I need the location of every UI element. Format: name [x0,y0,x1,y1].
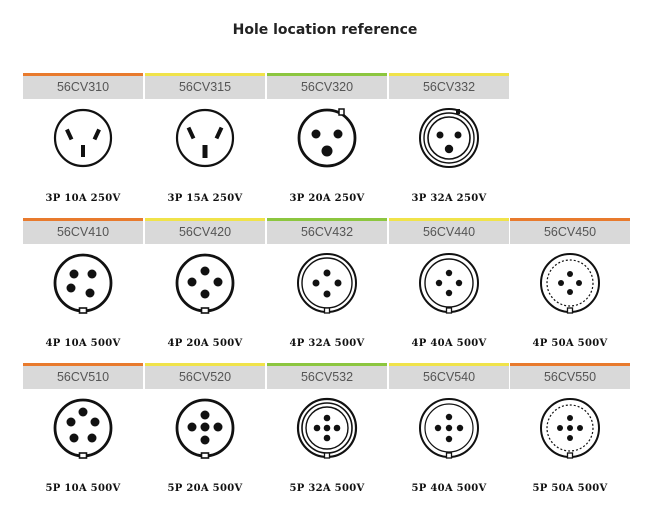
model-header: 56CV540 [389,363,509,389]
connector-card: 56CV450 4P 50A 500V [510,218,630,364]
4p-socket-icon [172,250,238,316]
model-header: 56CV420 [145,218,265,244]
connector-card: 56CV440 4P 40A 500V [389,218,509,364]
model-header: 56CV320 [267,73,387,99]
spec-label: 5P 20A 500V [167,483,243,494]
connector-card: 56CV510 5P 10A 500V [23,363,143,509]
spec-label: 3P 10A 250V [45,193,121,204]
5p-ringed-socket-icon [416,395,482,461]
spec-label: 5P 32A 500V [289,483,365,494]
connector-card: 56CV410 4P 10A 500V [23,218,143,364]
connector-card: 56CV532 5P 32A 500V [267,363,387,509]
4p-socket-icon [50,250,116,316]
5p-socket-icon [50,395,116,461]
spec-label: 3P 32A 250V [411,193,487,204]
model-header: 56CV450 [510,218,630,244]
model-header: 56CV410 [23,218,143,244]
4p-ringed-socket-icon [294,250,360,316]
5p-ringed-socket-icon [294,395,360,461]
connector-card: 56CV432 4P 32A 500V [267,218,387,364]
model-header: 56CV550 [510,363,630,389]
3p-flat-blades-socket-icon [50,105,116,171]
5p-ringed-socket-icon [537,395,603,461]
4p-ringed-socket-icon [416,250,482,316]
connector-card: 56CV320 3P 20A 250V [267,73,387,219]
3p-ringed-socket-icon [416,105,482,171]
connector-card: 56CV332 3P 32A 250V [389,73,509,219]
model-header: 56CV510 [23,363,143,389]
connector-card: 56CV310 3P 10A 250V [23,73,143,219]
spec-label: 5P 40A 500V [411,483,487,494]
model-header: 56CV310 [23,73,143,99]
spec-label: 4P 20A 500V [167,338,243,349]
model-header: 56CV332 [389,73,509,99]
spec-label: 4P 50A 500V [532,338,608,349]
model-header: 56CV315 [145,73,265,99]
spec-label: 5P 10A 500V [45,483,121,494]
spec-label: 4P 10A 500V [45,338,121,349]
3p-flat-blades-socket-icon [172,105,238,171]
4p-ringed-socket-icon [537,250,603,316]
connector-card: 56CV315 3P 15A 250V [145,73,265,219]
spec-label: 4P 40A 500V [411,338,487,349]
model-header: 56CV532 [267,363,387,389]
connector-card: 56CV550 5P 50A 500V [510,363,630,509]
5p-socket-icon [172,395,238,461]
spec-label: 5P 50A 500V [532,483,608,494]
connector-card: 56CV540 5P 40A 500V [389,363,509,509]
page-title: Hole location reference [232,22,418,38]
model-header: 56CV432 [267,218,387,244]
model-header: 56CV520 [145,363,265,389]
spec-label: 3P 15A 250V [167,193,243,204]
connector-card: 56CV520 5P 20A 500V [145,363,265,509]
spec-label: 4P 32A 500V [289,338,365,349]
spec-label: 3P 20A 250V [289,193,365,204]
3p-round-pins-socket-icon [294,105,360,171]
connector-card: 56CV420 4P 20A 500V [145,218,265,364]
model-header: 56CV440 [389,218,509,244]
